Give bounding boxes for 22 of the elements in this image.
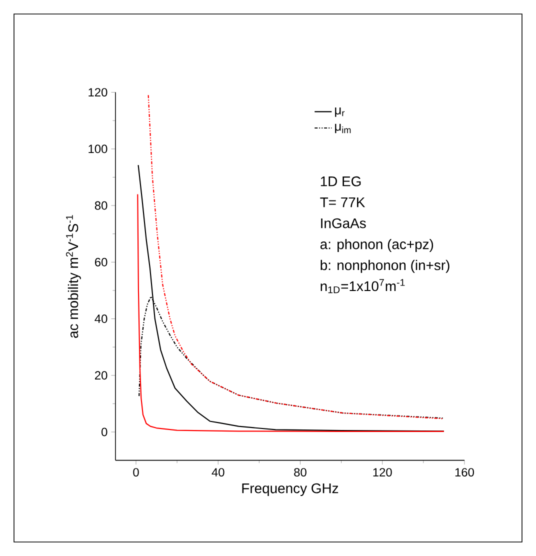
y-tick-label: 0 — [102, 428, 108, 436]
annotation: InGaAs — [321, 218, 366, 228]
y-tick-label: 40 — [94, 314, 108, 323]
x-tick-label: 160 — [455, 468, 474, 477]
legend-label: μ$_{r}$ — [335, 108, 345, 117]
y-tick-label: 20 — [94, 371, 108, 380]
x-tick-label: 40 — [212, 468, 224, 477]
y-tick-label: 60 — [95, 258, 108, 266]
annotation: b: nonphonon (in+sr) — [320, 260, 450, 273]
legend-label: μ$_{im}$ — [335, 124, 351, 134]
annotation: n$_{1D}$=1x10$^{7}$m$^{-1}$ — [320, 279, 405, 294]
y-tick-label: 100 — [88, 144, 108, 154]
x-tick-label: 120 — [373, 468, 392, 477]
annotation: T= 77K — [320, 198, 366, 208]
y-axis-title: ac mobility m$^{2}$V$^{-1}$S$^{-1}$ — [66, 215, 81, 338]
y-tick-label: 80 — [94, 201, 108, 210]
y-tick-label: 120 — [88, 88, 108, 97]
annotation: 1D EG — [320, 176, 361, 186]
x-axis-title: Frequency GHz — [242, 483, 338, 496]
annotation: a: phonon (ac+pz) — [320, 238, 434, 252]
x-tick-label: 80 — [294, 468, 306, 477]
x-tick-label: 0 — [133, 468, 139, 477]
